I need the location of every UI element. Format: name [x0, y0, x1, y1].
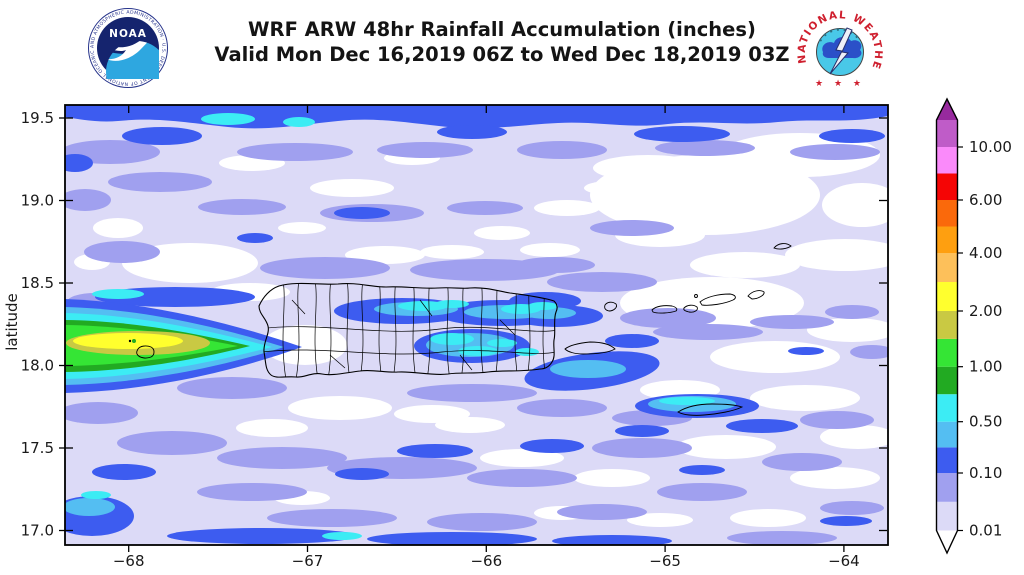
- colorbar-segment: [936, 120, 958, 147]
- colorbar-outline: [935, 97, 959, 555]
- y-tick-label: 19.5: [21, 109, 54, 127]
- tortola-island: [699, 293, 736, 306]
- rainfall-contours: [65, 105, 888, 545]
- nws-logo-dial-marks: [818, 28, 862, 42]
- colorbar-tick-label: 6.00: [969, 191, 1002, 209]
- x-axis: −68 −67 −66 −65 −64: [113, 105, 860, 570]
- figure-title-line1: WRF ARW 48hr Rainfall Accumulation (inch…: [248, 18, 756, 41]
- contour-hotspot-west-of-mona: [65, 320, 250, 372]
- colorbar-segment: [936, 147, 958, 174]
- colorbar-tick-label: 0.10: [969, 464, 1002, 482]
- colorbar: 10.00 6.00 4.00 2.00 1.00 0.50 0.10 0.01: [935, 97, 1012, 555]
- colorbar-tick-label: 10.00: [969, 138, 1012, 156]
- noaa-logo: NATIONAL OCEANIC AND ATMOSPHERIC ADMINIS…: [86, 4, 168, 88]
- colorbar-tick-label: 0.50: [969, 413, 1002, 431]
- colorbar-segment: [936, 226, 958, 253]
- colorbar-segment: [936, 501, 958, 531]
- colorbar-segment: [936, 473, 958, 502]
- colorbar-tick-label: 2.00: [969, 302, 1002, 320]
- noaa-logo-abbr: NOAA: [109, 28, 147, 40]
- header: NATIONAL OCEANIC AND ATMOSPHERIC ADMINIS…: [86, 0, 883, 89]
- colorbar-segment: [936, 366, 958, 395]
- colorbar-tick-label: 4.00: [969, 244, 1002, 262]
- x-tick-label: −68: [113, 552, 145, 570]
- x-tick-label: −66: [470, 552, 502, 570]
- y-tick-label: 17.0: [21, 522, 54, 540]
- y-tick-label: 18.5: [21, 274, 54, 292]
- colorbar-segment: [936, 447, 958, 473]
- contour-level-005: [65, 140, 888, 545]
- colorbar-segment: [936, 200, 958, 227]
- monito-island: [128, 339, 132, 343]
- puerto-rico-coastline: [258, 282, 558, 378]
- y-tick-label: 18.0: [21, 357, 54, 375]
- x-tick-label: −65: [649, 552, 681, 570]
- figure-title-line2: Valid Mon Dec 16,2019 06Z to Wed Dec 18,…: [214, 43, 789, 66]
- nws-logo: NATIONAL WEATHER SERVICE ★ ★ ★: [793, 0, 883, 89]
- map-plot: −68 −67 −66 −65 −64 19.5 19.0 18.5 18.0 …: [3, 104, 889, 570]
- y-axis: 19.5 19.0 18.5 18.0 17.5 17.0 latitude: [3, 109, 887, 540]
- nws-logo-lightning-icon: [829, 27, 853, 75]
- colorbar-segment: [936, 282, 958, 311]
- st-john-island: [683, 304, 698, 313]
- colorbar-tick-label: 0.01: [969, 522, 1002, 540]
- culebra-island: [604, 301, 617, 312]
- colorbar-segment: [936, 311, 958, 339]
- colorbar-under-arrow: [936, 530, 958, 553]
- colorbar-segment: [936, 173, 958, 200]
- nws-logo-stars: ★ ★ ★: [815, 79, 865, 89]
- colorbar-over-arrow: [936, 99, 958, 120]
- plot-border: [64, 104, 889, 546]
- jost-van-dyke-island: [694, 294, 698, 298]
- y-tick-label: 19.0: [21, 192, 54, 210]
- mona-island: [136, 345, 155, 359]
- colorbar-segment: [936, 253, 958, 282]
- colorbar-segment: [936, 421, 958, 448]
- y-tick-label: 17.5: [21, 439, 54, 457]
- colorbar-segment: [936, 338, 958, 367]
- colorbar-segment: [936, 394, 958, 422]
- x-tick-label: −67: [292, 552, 324, 570]
- st-croix-island: [677, 403, 744, 416]
- x-tick-label: −64: [828, 552, 860, 570]
- virgin-gorda-island: [747, 290, 765, 300]
- vieques-island: [564, 341, 616, 355]
- anegada-island: [773, 243, 792, 250]
- y-axis-label: latitude: [3, 293, 21, 351]
- st-thomas-island: [651, 305, 678, 314]
- colorbar-tick-label: 1.00: [969, 358, 1002, 376]
